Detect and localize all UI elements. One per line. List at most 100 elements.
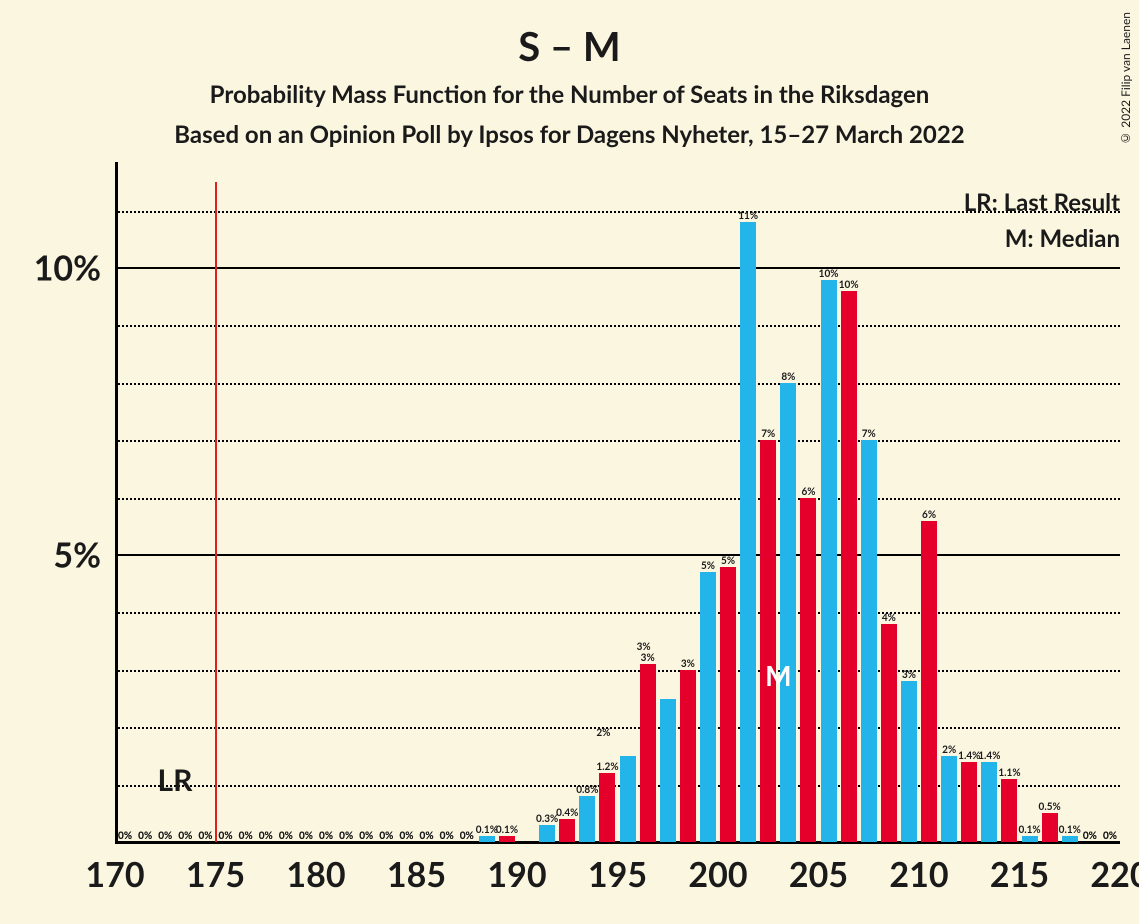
bar-value-label: 0% bbox=[359, 830, 373, 842]
gridline-minor bbox=[115, 498, 1120, 500]
gridline-minor bbox=[115, 325, 1120, 327]
y-axis bbox=[115, 162, 118, 842]
bar-value-label: 0% bbox=[239, 830, 253, 842]
x-tick-label: 210 bbox=[889, 854, 948, 895]
bar-value-label: 0.1% bbox=[476, 824, 498, 836]
bar bbox=[1042, 813, 1058, 842]
bar-value-label: 0.4% bbox=[556, 807, 578, 819]
bar bbox=[961, 762, 977, 842]
bar bbox=[881, 624, 897, 842]
x-tick-label: 205 bbox=[789, 854, 848, 895]
bar-value-label: 0.8% bbox=[576, 784, 598, 796]
bar bbox=[479, 836, 495, 842]
bar-value-label: 0.1% bbox=[1018, 824, 1040, 836]
x-tick-label: 195 bbox=[588, 854, 647, 895]
gridline-major bbox=[115, 554, 1120, 556]
gridline-minor bbox=[115, 727, 1120, 729]
gridline-minor bbox=[115, 440, 1120, 442]
bar bbox=[841, 291, 857, 842]
bar-value-label: 7% bbox=[761, 428, 775, 440]
bar bbox=[579, 796, 595, 842]
bar bbox=[720, 567, 736, 842]
bar bbox=[760, 440, 776, 842]
bar-value-label: 5% bbox=[721, 555, 735, 567]
bar-value-label: 10% bbox=[819, 268, 839, 280]
bar-value-label: 0% bbox=[158, 830, 172, 842]
bar-value-label: 3% bbox=[902, 669, 916, 681]
bar-value-label: 2% bbox=[942, 744, 956, 756]
bar-value-label: 0% bbox=[279, 830, 293, 842]
bar bbox=[1062, 836, 1078, 842]
chart-subtitle-2: Based on an Opinion Poll by Ipsos for Da… bbox=[0, 120, 1139, 149]
x-tick-label: 190 bbox=[487, 854, 546, 895]
gridline-major bbox=[115, 267, 1120, 269]
bar-value-label: 0% bbox=[460, 830, 474, 842]
bar-value-label: 0.1% bbox=[496, 824, 518, 836]
bar-value-label: 3% bbox=[681, 658, 695, 670]
plot-area: 5%10%170175180185190195200205210215220LR… bbox=[115, 182, 1120, 842]
bar-value-label: 0% bbox=[379, 830, 393, 842]
bar-value-label: 5% bbox=[701, 560, 715, 572]
bar bbox=[821, 280, 837, 842]
bar-value-label: 0% bbox=[138, 830, 152, 842]
bar bbox=[660, 699, 676, 842]
x-tick-label: 200 bbox=[688, 854, 747, 895]
bar bbox=[499, 836, 515, 842]
legend-median: M: Median bbox=[1005, 224, 1120, 253]
chart-title: S – M bbox=[0, 22, 1139, 70]
x-tick-label: 175 bbox=[186, 854, 245, 895]
bar-value-label: 0% bbox=[198, 830, 212, 842]
median-label: M bbox=[765, 658, 791, 692]
copyright-text: © 2022 Filip van Laenen bbox=[1118, 12, 1133, 146]
bar-value-label: 0% bbox=[319, 830, 333, 842]
bar bbox=[599, 773, 615, 842]
bar-value-label: 0% bbox=[259, 830, 273, 842]
bar-value-label: 8% bbox=[781, 371, 795, 383]
last-result-line bbox=[215, 182, 217, 842]
bar-value-label: 0.1% bbox=[1059, 824, 1081, 836]
bar-value-label: 1.4% bbox=[958, 750, 980, 762]
bar bbox=[700, 572, 716, 842]
bar-value-label: 3% bbox=[641, 652, 655, 664]
y-tick-label: 5% bbox=[53, 535, 101, 576]
y-tick-label: 10% bbox=[34, 248, 101, 289]
bar bbox=[1001, 779, 1017, 842]
bar-value-label: 0% bbox=[440, 830, 454, 842]
bar bbox=[740, 222, 756, 842]
gridline-minor bbox=[115, 383, 1120, 385]
bar-value-label: 1.4% bbox=[978, 750, 1000, 762]
chart-subtitle-1: Probability Mass Function for the Number… bbox=[0, 80, 1139, 109]
bar bbox=[780, 383, 796, 842]
bar-value-label: 0% bbox=[118, 830, 132, 842]
gridline-minor bbox=[115, 612, 1120, 614]
bar bbox=[921, 521, 937, 842]
x-tick-label: 215 bbox=[990, 854, 1049, 895]
bar bbox=[1022, 836, 1038, 842]
bar-value-label: 0% bbox=[399, 830, 413, 842]
bar-value-label: 1.1% bbox=[998, 767, 1020, 779]
legend-last-result: LR: Last Result bbox=[964, 188, 1120, 217]
bar-value-label: 0% bbox=[1083, 830, 1097, 842]
x-tick-label: 220 bbox=[1090, 854, 1139, 895]
bar-value-label: 6% bbox=[922, 509, 936, 521]
bar bbox=[559, 819, 575, 842]
last-result-label: LR bbox=[158, 762, 193, 798]
bar bbox=[981, 762, 997, 842]
bar-value-label: 4% bbox=[882, 612, 896, 624]
bar-value-label: 6% bbox=[801, 486, 815, 498]
bar-value-label: 1.2% bbox=[596, 761, 618, 773]
x-tick-label: 185 bbox=[387, 854, 446, 895]
bar-value-label: 10% bbox=[839, 279, 859, 291]
bar bbox=[680, 670, 696, 842]
bar-value-label: 2% bbox=[596, 727, 610, 739]
bar-value-label: 0% bbox=[339, 830, 353, 842]
bar-value-label: 0.5% bbox=[1039, 801, 1061, 813]
bar-value-label: 0% bbox=[420, 830, 434, 842]
bar bbox=[941, 756, 957, 842]
bar bbox=[800, 498, 816, 842]
gridline-minor bbox=[115, 670, 1120, 672]
x-tick-label: 170 bbox=[85, 854, 144, 895]
bar-value-label: 7% bbox=[862, 428, 876, 440]
bar bbox=[620, 756, 636, 842]
bar-value-label: 3% bbox=[637, 641, 651, 653]
